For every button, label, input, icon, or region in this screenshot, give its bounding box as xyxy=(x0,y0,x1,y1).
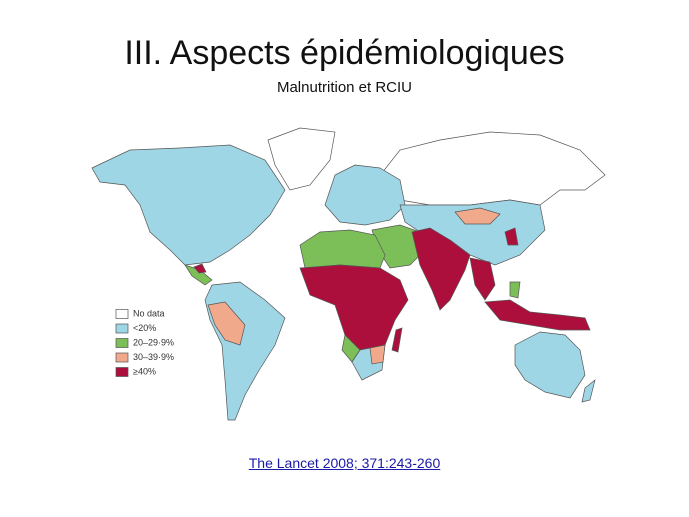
slide-subtitle: Malnutrition et RCIU xyxy=(276,79,413,96)
region xyxy=(207,301,246,346)
region xyxy=(391,327,403,353)
region xyxy=(454,207,501,225)
region xyxy=(193,263,207,274)
source: The Lancet 2008; 371:243-260 xyxy=(0,455,689,471)
region xyxy=(504,227,519,246)
legend-swatch xyxy=(115,338,129,348)
region xyxy=(509,281,521,299)
region xyxy=(267,127,336,191)
legend-label: No data xyxy=(133,308,165,318)
legend-swatch xyxy=(115,367,129,377)
region xyxy=(369,344,386,365)
legend-label: 20–29·9% xyxy=(133,337,174,347)
region xyxy=(377,131,606,206)
region xyxy=(324,164,406,226)
legend-label: ≥40% xyxy=(133,366,156,376)
region xyxy=(581,379,596,403)
region xyxy=(204,281,286,421)
slide-title: III. Aspects épidémiologiques xyxy=(124,34,565,72)
region xyxy=(514,331,586,399)
source-link[interactable]: The Lancet 2008; 371:243-260 xyxy=(248,455,441,471)
region xyxy=(91,144,286,266)
legend-swatch xyxy=(115,323,129,334)
legend-swatch xyxy=(115,309,129,319)
region xyxy=(299,264,409,351)
region xyxy=(299,229,386,269)
legend-swatch xyxy=(115,352,129,363)
map-regions xyxy=(91,127,606,421)
legend: No data <20% 20–29·9% 30–39·9% ≥40% xyxy=(115,308,174,377)
legend-label: <20% xyxy=(133,323,156,333)
legend-label: 30–39·9% xyxy=(133,352,174,362)
region xyxy=(484,299,591,331)
region xyxy=(411,227,471,311)
region xyxy=(469,257,496,301)
